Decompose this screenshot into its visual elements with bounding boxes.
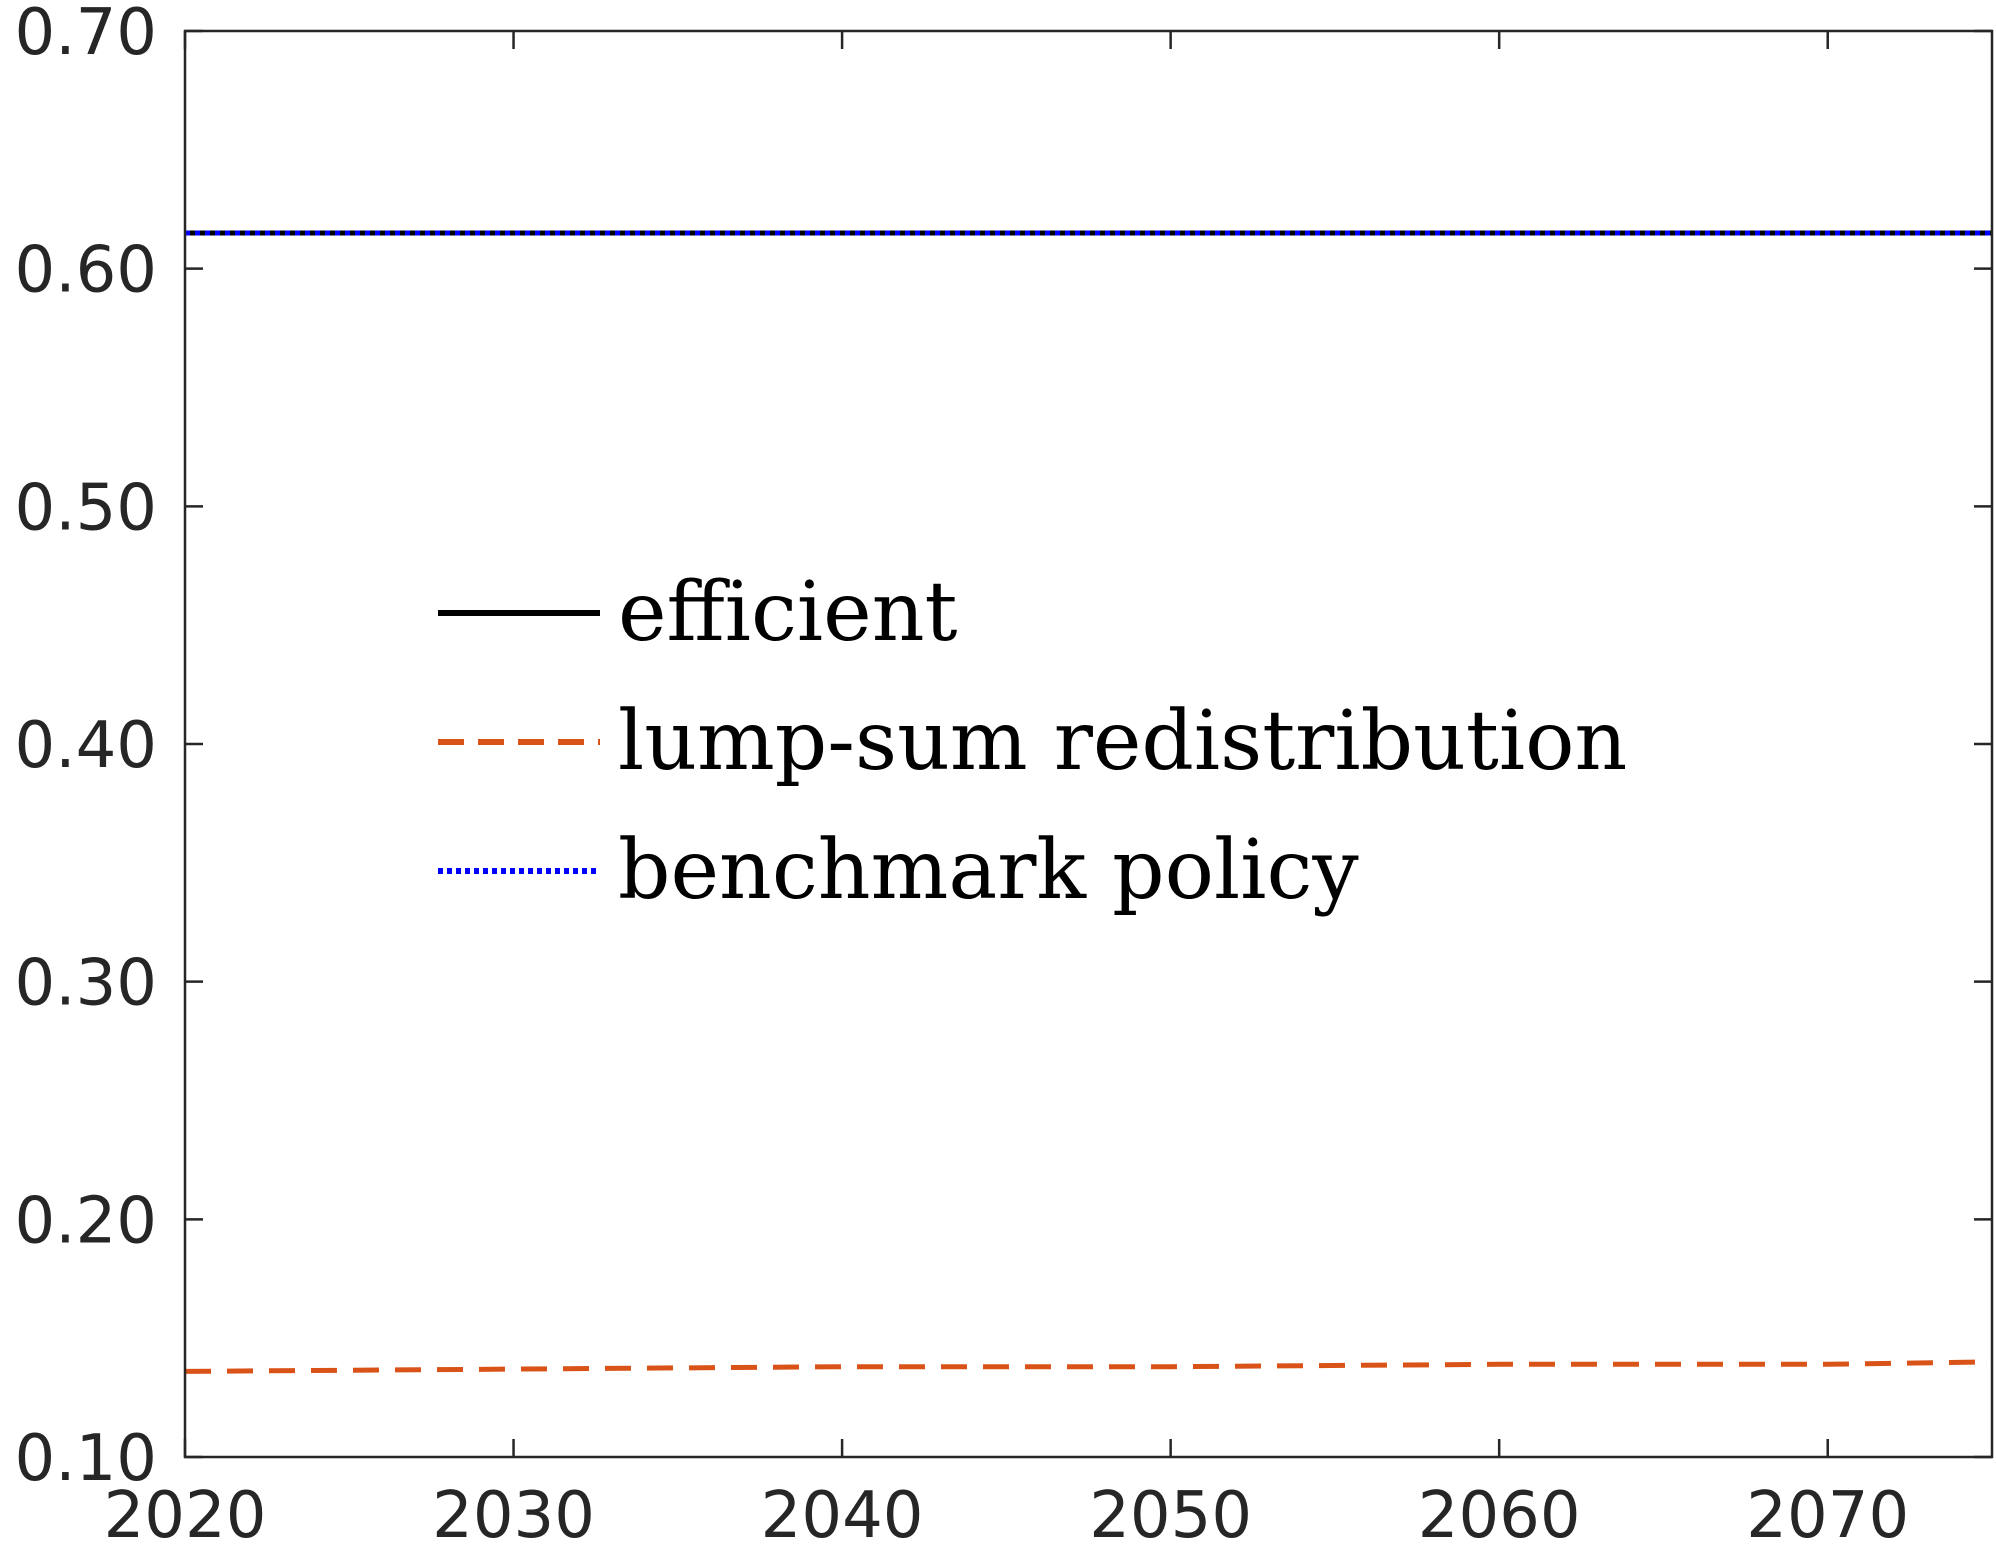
y-tick-label: 0.30 xyxy=(15,947,158,1021)
x-tick-label: 2030 xyxy=(432,1479,595,1553)
x-tick-label: 2020 xyxy=(104,1479,267,1553)
legend-label-2: benchmark policy xyxy=(618,823,1359,918)
series-line-1 xyxy=(184,1359,1993,1374)
y-axis: 0.10 0.20 0.30 0.40 0.50 0.60 0.70 xyxy=(15,0,1992,1496)
y-tick-label: 0.40 xyxy=(15,709,158,783)
y-tick-label: 0.70 xyxy=(15,0,158,70)
y-tick-label: 0.60 xyxy=(15,234,158,308)
x-tick-label: 2040 xyxy=(761,1479,924,1553)
x-tick-label: 2060 xyxy=(1418,1479,1581,1553)
legend-label-0: efficient xyxy=(618,565,957,660)
x-tick-label: 2050 xyxy=(1089,1479,1252,1553)
y-tick-label: 0.10 xyxy=(15,1422,158,1496)
x-tick-label: 2070 xyxy=(1746,1479,1909,1553)
legend: efficient lump-sum redistribution benchmar… xyxy=(438,565,1627,918)
series-layer xyxy=(184,230,1993,1374)
y-tick-label: 0.20 xyxy=(15,1184,158,1258)
legend-label-1: lump-sum redistribution xyxy=(618,694,1627,789)
y-tick-label: 0.50 xyxy=(15,471,158,545)
x-axis: 2020 2030 2040 2050 2060 2070 xyxy=(104,31,1909,1553)
